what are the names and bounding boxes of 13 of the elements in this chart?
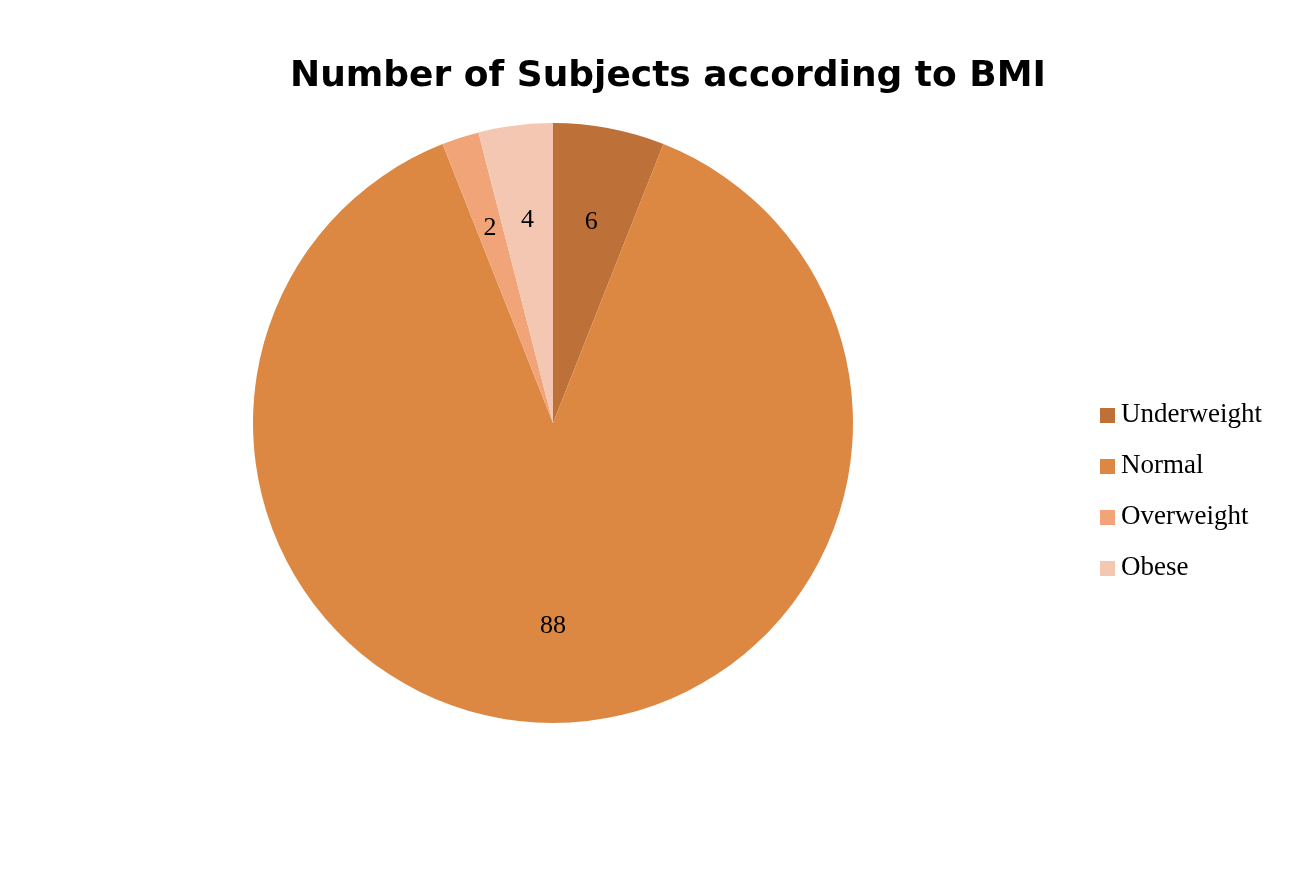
- pie-slice: [253, 144, 853, 723]
- pie-slice: [442, 132, 553, 423]
- pie-slice: [553, 123, 664, 423]
- chart-title: Number of Subjects according to BMI: [290, 53, 1046, 94]
- legend-label: Underweight: [1121, 398, 1263, 429]
- data-label: 4: [520, 203, 534, 233]
- legend-label: Overweight: [1121, 500, 1249, 531]
- data-label: 2: [483, 211, 497, 241]
- legend-label: Normal: [1121, 449, 1204, 480]
- legend-label: Obese: [1121, 551, 1189, 582]
- data-label: 88: [540, 609, 566, 639]
- data-label: 6: [584, 205, 598, 235]
- pie-slice: [478, 123, 553, 423]
